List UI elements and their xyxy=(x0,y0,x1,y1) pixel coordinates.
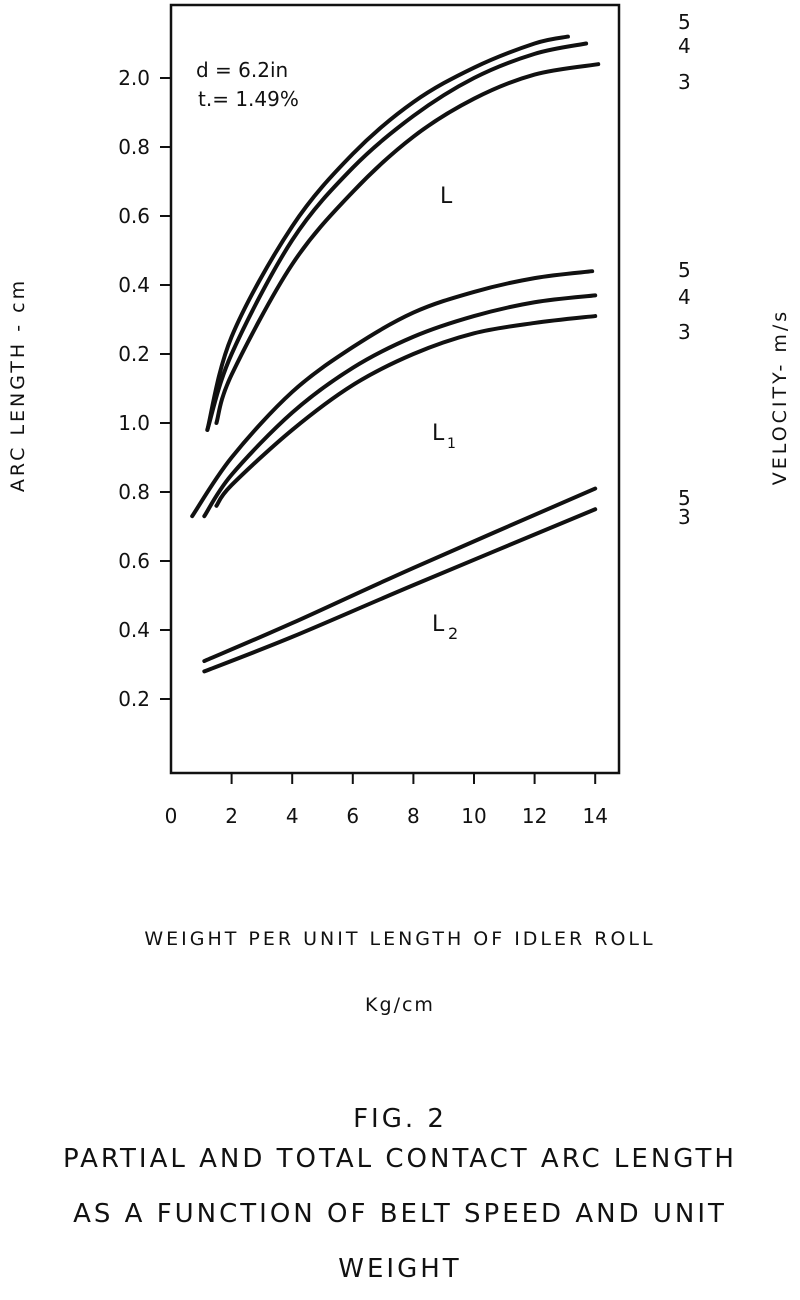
figure-title-line-1: PARTIAL AND TOTAL CONTACT ARC LENGTH xyxy=(63,1144,737,1174)
annotation-tolerance: t.= 1.49% xyxy=(198,87,299,111)
curve-L1-v5 xyxy=(190,269,595,519)
y-tick-label: 0.8 xyxy=(118,135,150,159)
curve-L1-v3 xyxy=(214,314,598,508)
curves xyxy=(190,34,601,674)
figure-title-line-2: AS A FUNCTION OF BELT SPEED AND UNIT xyxy=(73,1199,727,1229)
svg-text:L: L xyxy=(432,421,445,446)
velocity-label: 3 xyxy=(678,505,691,529)
velocity-label: 4 xyxy=(678,34,691,58)
secondary-y-axis-label: VELOCITY- m/s xyxy=(769,308,791,486)
velocity-label: 4 xyxy=(678,285,691,309)
curve-L-v3 xyxy=(214,62,601,425)
figure-number: FIG. 2 xyxy=(353,1104,447,1134)
x-tick-label: 4 xyxy=(286,804,299,828)
curve-L2-v5 xyxy=(202,486,598,664)
y-tick-label: 0.2 xyxy=(118,342,150,366)
y-axis-label: ARC LENGTH - cm xyxy=(7,277,29,493)
y-tick-label: 0.6 xyxy=(118,204,150,228)
velocity-label: 5 xyxy=(678,10,691,34)
x-tick-label: 10 xyxy=(461,804,486,828)
x-tick-label: 8 xyxy=(407,804,420,828)
velocity-label: 5 xyxy=(678,486,691,510)
y-tick-label: 2.0 xyxy=(118,66,150,90)
y-tick-label: 0.2 xyxy=(118,687,150,711)
curve-label-L1: L 1 xyxy=(432,421,456,452)
svg-text:1: 1 xyxy=(447,436,456,452)
y-tick-label: 1.0 xyxy=(118,411,150,435)
y-axis-ticks: 0.2 0.4 0.6 0.8 1.0 0.2 0.4 0.6 0.8 2.0 xyxy=(118,66,171,711)
curve-L-v5 xyxy=(205,34,570,432)
x-axis-label: WEIGHT PER UNIT LENGTH OF IDLER ROLL xyxy=(144,928,656,950)
chart: 0.20.40.60.81.00.20.40.60.82.0 0 2 4 6 8 10 12… xyxy=(118,3,691,828)
plot-frame xyxy=(169,3,621,775)
curve-L1-v4 xyxy=(202,293,598,519)
x-axis-unit: Kg/cm xyxy=(365,994,435,1016)
x-axis-ticks: 0 2 4 6 8 10 12 14 xyxy=(165,773,608,828)
x-tick-label: 0 xyxy=(165,804,178,828)
velocity-label: 3 xyxy=(678,320,691,344)
curve-L-v4 xyxy=(205,41,589,432)
curve-label-L2: L 2 xyxy=(432,612,458,643)
x-tick-label: 14 xyxy=(582,804,607,828)
y-tick-label: 0.4 xyxy=(118,618,150,642)
velocity-label: 3 xyxy=(678,70,691,94)
svg-text:2: 2 xyxy=(448,624,458,643)
y-tick-label: 0.8 xyxy=(118,480,150,504)
x-tick-label: 2 xyxy=(225,804,238,828)
y-tick-label: 0.6 xyxy=(118,549,150,573)
velocity-label: 5 xyxy=(678,258,691,282)
svg-text:L: L xyxy=(432,612,445,637)
curve-L2-v3 xyxy=(202,507,598,674)
y-tick-label: 0.4 xyxy=(118,273,150,297)
x-tick-label: 6 xyxy=(346,804,359,828)
curve-label-L: L xyxy=(440,184,453,209)
figure-title-line-3: WEIGHT xyxy=(338,1254,462,1284)
annotation-diameter: d = 6.2in xyxy=(196,58,288,82)
x-tick-label: 12 xyxy=(522,804,547,828)
